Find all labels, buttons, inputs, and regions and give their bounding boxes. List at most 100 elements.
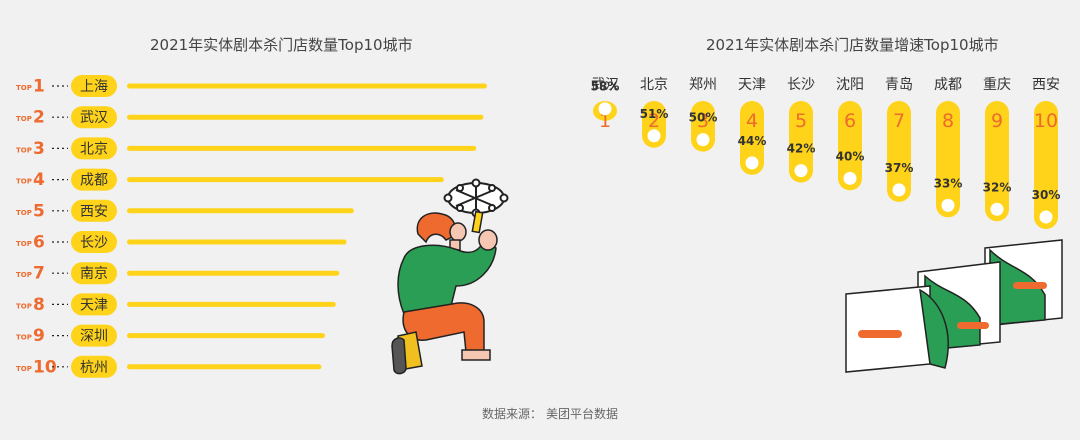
bar bbox=[127, 333, 325, 339]
bar bbox=[838, 101, 862, 191]
rank-prefix: TOP bbox=[16, 209, 32, 217]
rank-number: 6 bbox=[33, 233, 45, 253]
bar bbox=[127, 364, 322, 370]
rank-prefix: TOP bbox=[16, 365, 32, 373]
value-label: 51% bbox=[640, 107, 669, 121]
city-label: 郑州 bbox=[689, 77, 717, 93]
rank-prefix: TOP bbox=[16, 271, 32, 279]
rank-number: 4 bbox=[746, 110, 758, 132]
bar bbox=[127, 239, 347, 245]
city-pill bbox=[71, 75, 117, 97]
value-marker bbox=[794, 164, 808, 178]
value-marker bbox=[745, 156, 759, 170]
value-label: 50% bbox=[689, 111, 718, 125]
rank-number: 6 bbox=[844, 110, 856, 132]
bar bbox=[127, 177, 444, 183]
city-label: 青岛 bbox=[885, 77, 913, 93]
rank-number: 7 bbox=[33, 264, 45, 284]
value-marker bbox=[1039, 210, 1053, 224]
value-label: 42% bbox=[787, 142, 816, 156]
value-marker bbox=[647, 129, 661, 143]
city-pill bbox=[71, 293, 117, 316]
rank-prefix: TOP bbox=[16, 240, 32, 248]
network-icon bbox=[443, 178, 509, 218]
rank-number: 10 bbox=[1034, 110, 1058, 132]
city-label: 成都 bbox=[80, 173, 108, 189]
bar bbox=[127, 114, 484, 120]
source-label: 数据来源： bbox=[482, 407, 543, 421]
rank-number: 2 bbox=[648, 110, 660, 132]
rank-prefix: TOP bbox=[16, 146, 32, 154]
bar bbox=[936, 101, 960, 218]
rank-prefix: TOP bbox=[16, 302, 32, 310]
city-label: 西安 bbox=[1032, 77, 1060, 93]
bar bbox=[887, 101, 911, 202]
growth-rate-chart: 武汉 1 58% 北京 251% 郑州 350% 天津 4 44% 长沙 5 42% 沈阳 6 40% 青岛 7 3… bbox=[591, 77, 1061, 229]
city-label: 重庆 bbox=[983, 77, 1011, 93]
bar bbox=[127, 83, 487, 89]
value-marker bbox=[892, 183, 906, 197]
value-label: 58% bbox=[591, 80, 620, 94]
rank-number: 10 bbox=[33, 357, 57, 377]
bar bbox=[740, 101, 764, 175]
city-label: 北京 bbox=[80, 141, 108, 157]
rank-number: 8 bbox=[33, 295, 45, 315]
rank-prefix: TOP bbox=[16, 178, 32, 186]
rank-prefix: TOP bbox=[16, 334, 32, 342]
city-label: 武汉 bbox=[591, 77, 619, 93]
growth-paper-illustration bbox=[845, 239, 1063, 373]
city-pill bbox=[71, 355, 117, 378]
city-label: 武汉 bbox=[80, 110, 108, 126]
city-pill bbox=[71, 262, 117, 285]
rank-number: 2 bbox=[33, 108, 45, 128]
rank-number: 4 bbox=[33, 170, 45, 190]
value-marker bbox=[696, 133, 710, 147]
city-label: 长沙 bbox=[80, 235, 108, 251]
city-label: 北京 bbox=[640, 77, 668, 93]
city-pill bbox=[71, 231, 117, 253]
city-label: 天津 bbox=[738, 77, 766, 93]
value-marker bbox=[990, 202, 1004, 216]
city-pill bbox=[71, 199, 117, 222]
city-label: 天津 bbox=[80, 297, 108, 313]
city-label: 沈阳 bbox=[836, 77, 864, 93]
rank-number: 9 bbox=[33, 326, 45, 346]
rank-number: 7 bbox=[893, 110, 905, 132]
rank-number: 1 bbox=[33, 77, 45, 97]
value-label: 32% bbox=[983, 180, 1012, 194]
rank-number: 9 bbox=[991, 110, 1003, 132]
city-label: 杭州 bbox=[80, 360, 108, 376]
city-label: 长沙 bbox=[787, 77, 815, 93]
city-label: 上海 bbox=[80, 79, 108, 95]
city-pill bbox=[71, 324, 117, 347]
city-label: 西安 bbox=[80, 204, 108, 220]
bar bbox=[127, 270, 340, 276]
value-label: 37% bbox=[885, 161, 914, 175]
value-marker bbox=[941, 198, 955, 212]
value-label: 33% bbox=[934, 176, 963, 190]
value-marker bbox=[843, 171, 857, 185]
city-label: 深圳 bbox=[80, 329, 108, 345]
city-label: 成都 bbox=[934, 77, 962, 93]
value-label: 44% bbox=[738, 134, 767, 148]
data-source-note: 数据来源： 美团平台数据 bbox=[482, 405, 622, 422]
person-illustration bbox=[391, 178, 509, 375]
value-marker bbox=[598, 102, 612, 116]
rank-number: 5 bbox=[795, 110, 807, 132]
city-label: 南京 bbox=[80, 266, 108, 282]
bar bbox=[985, 101, 1009, 222]
right-chart-title: 2021年实体剧本杀门店数量增速Top10城市 bbox=[706, 36, 999, 54]
rank-number: 3 bbox=[697, 110, 709, 132]
bar bbox=[789, 101, 813, 183]
left-chart-title: 2021年实体剧本杀门店数量Top10城市 bbox=[150, 36, 413, 54]
city-pill bbox=[71, 106, 117, 129]
value-label: 30% bbox=[1032, 188, 1061, 202]
value-label: 40% bbox=[836, 149, 865, 163]
bar bbox=[127, 301, 336, 307]
rank-number: 3 bbox=[33, 139, 45, 159]
city-pill bbox=[71, 137, 117, 160]
rank-number: 1 bbox=[599, 110, 611, 132]
rank-prefix: TOP bbox=[16, 84, 32, 92]
